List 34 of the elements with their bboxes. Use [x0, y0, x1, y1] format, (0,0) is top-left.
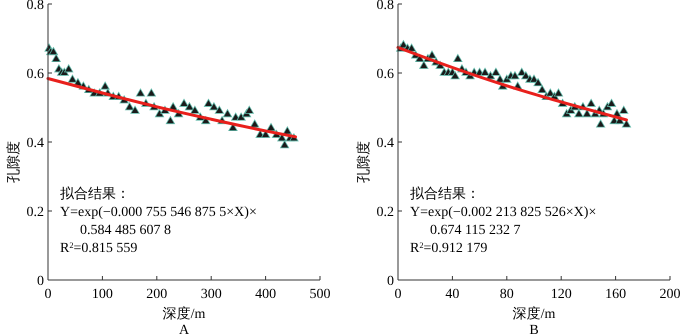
annotation: 拟合结果： [410, 186, 480, 202]
text: B [529, 323, 539, 336]
annotation: R$^{2}$=0.912 179 [410, 240, 488, 256]
x-axis-title: 深度/m [162, 306, 206, 322]
x-tick-label: 80 [500, 287, 514, 302]
y-tick-label: 0.2 [376, 205, 394, 220]
x-tick-label: 300 [200, 287, 222, 302]
x-tick-label: 120 [550, 287, 572, 302]
y-tick-label: 0.4 [26, 136, 44, 151]
x-tick-label: 200 [660, 287, 680, 302]
y-tick-label: 0.2 [26, 205, 44, 220]
x-tick-label: 500 [310, 287, 330, 302]
y-tick-label: 0.4 [376, 136, 394, 151]
annotation: 0.674 115 232 7 [430, 223, 520, 238]
x-tick-label: 100 [92, 287, 113, 302]
text: A [178, 323, 190, 336]
y-tick-label: 0.8 [26, 0, 44, 13]
x-tick-label: 200 [146, 287, 168, 302]
x-tick-label: 40 [445, 287, 460, 302]
y-tick-label: 0.6 [376, 67, 394, 82]
annotation: Y=exp(−0.000 755 546 875 5×X)× [60, 205, 257, 220]
y-tick-label: 0.6 [26, 67, 44, 82]
annotation: 0.584 485 607 8 [80, 223, 171, 238]
x-tick-label: 160 [605, 287, 626, 302]
annotation: 拟合结果： [60, 186, 130, 202]
y-tick-label: 0 [387, 274, 394, 289]
y-tick-label: 0.8 [376, 0, 394, 13]
annotation: R$^{2}$=0.815 559 [60, 240, 138, 256]
y-tick-label: 0 [37, 274, 44, 289]
y-axis-title: 孔隙度 [356, 141, 372, 183]
y-axis-title: 孔隙度 [6, 141, 22, 183]
annotation: Y=exp(−0.002 213 825 526×X)× [410, 205, 596, 220]
x-tick-label: 400 [255, 287, 276, 302]
x-axis-title: 深度/m [512, 306, 556, 322]
